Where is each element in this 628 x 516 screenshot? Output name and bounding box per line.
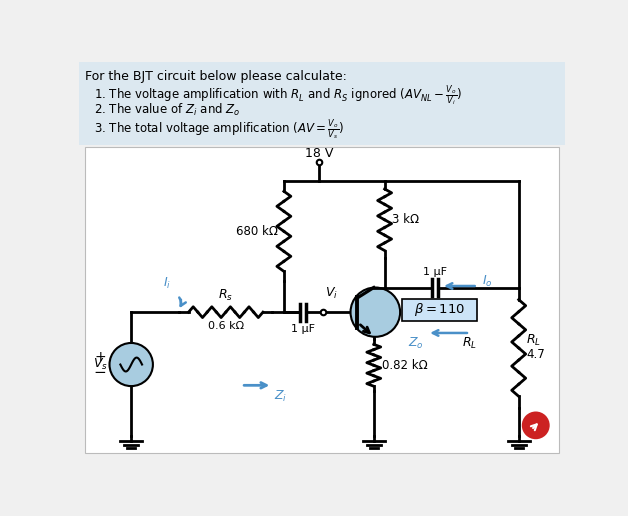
Text: 3. The total voltage amplification $(AV = \frac{V_o}{V_s})$: 3. The total voltage amplification $(AV … [94,117,344,142]
Text: 0.6 kΩ: 0.6 kΩ [208,321,244,331]
Text: $Z_i$: $Z_i$ [274,389,287,404]
Text: $V_i$: $V_i$ [325,286,338,301]
Text: $I_o$: $I_o$ [482,274,492,289]
Text: $R_s$: $R_s$ [218,288,233,303]
Text: $Z_o$: $Z_o$ [408,336,424,351]
Text: 3 kΩ: 3 kΩ [392,213,420,227]
FancyBboxPatch shape [78,62,565,145]
Text: 18 V: 18 V [305,148,333,160]
Text: 680 kΩ: 680 kΩ [236,225,278,238]
Circle shape [109,343,153,386]
Text: 1. The voltage amplification with $R_L$ and $R_S$ ignored $(AV_{NL} - \frac{V_o}: 1. The voltage amplification with $R_L$ … [94,84,462,108]
Text: $R_L$: $R_L$ [462,336,477,351]
FancyBboxPatch shape [403,299,477,320]
Text: −: − [94,365,106,380]
FancyBboxPatch shape [85,147,559,453]
Text: 0.82 kΩ: 0.82 kΩ [382,359,427,372]
Text: $I_i$: $I_i$ [163,276,171,291]
Circle shape [522,411,550,439]
Text: $\beta = 110$: $\beta = 110$ [414,301,465,318]
Circle shape [350,287,400,337]
Text: 1 μF: 1 μF [291,324,315,334]
Text: For the BJT circuit below please calculate:: For the BJT circuit below please calcula… [85,70,347,83]
Text: 1 μF: 1 μF [423,267,447,277]
Text: 4.7: 4.7 [526,348,545,361]
Text: $R_L$: $R_L$ [526,333,541,348]
Text: 2. The value of $Z_i$ and $Z_o$: 2. The value of $Z_i$ and $Z_o$ [94,102,241,118]
Text: $V_s$: $V_s$ [93,357,108,372]
Text: +: + [95,350,106,364]
